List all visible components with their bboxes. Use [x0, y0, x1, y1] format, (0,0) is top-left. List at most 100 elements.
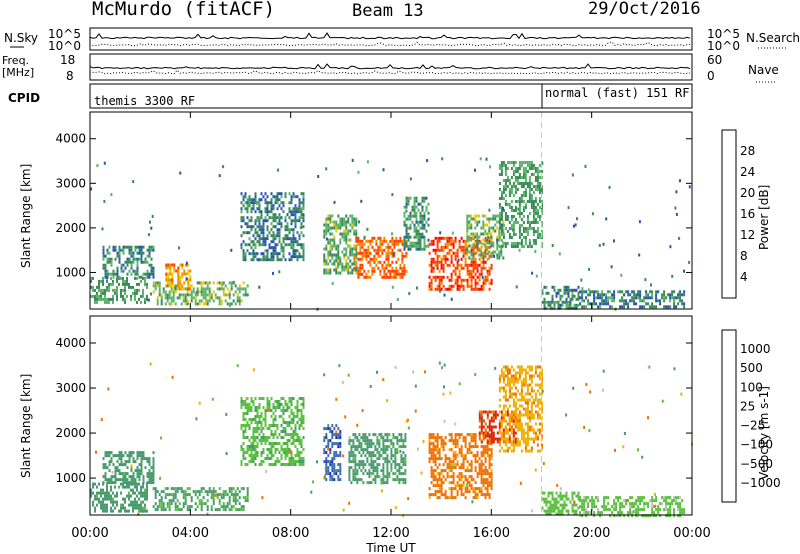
velocity-echo-cell	[250, 397, 253, 400]
power-echo-cell	[166, 296, 169, 300]
velocity-echo-cell	[440, 481, 443, 485]
power-echo-cell	[156, 296, 159, 300]
power-echo-cell	[532, 212, 535, 215]
power-echo-cell	[510, 227, 513, 230]
velocity-echo-cell	[490, 428, 493, 432]
power-echo-cell	[256, 207, 259, 211]
power-echo-cell	[367, 269, 370, 273]
power-echo-cell	[190, 284, 193, 288]
power-echo-cell	[470, 269, 473, 273]
power-echo-cell	[442, 245, 445, 249]
power-echo-cell	[174, 290, 177, 294]
power-echo-cell	[341, 220, 344, 224]
velocity-echo-cell	[486, 445, 489, 449]
power-echo-cell	[458, 284, 461, 288]
power-echo-cell	[165, 275, 168, 279]
velocity-echo-cell	[452, 439, 455, 443]
power-echo-cell	[536, 188, 539, 191]
power-echo-cell	[569, 303, 572, 307]
power-echo-cell	[148, 263, 151, 267]
velocity-echo-cell	[164, 508, 167, 512]
velocity-echo-cell	[460, 472, 463, 476]
velocity-echo-cell	[176, 490, 179, 494]
velocity-echo-cell	[170, 502, 173, 506]
power-echo-cell	[288, 243, 291, 247]
velocity-echo-cell	[242, 424, 245, 427]
velocity-echo-cell	[518, 416, 521, 420]
power-echo-cell	[323, 262, 326, 266]
power-echo-cell	[292, 207, 295, 211]
velocity-echo-cell	[222, 508, 225, 512]
power-echo-cell	[355, 223, 358, 227]
power-echo-cell	[222, 293, 225, 297]
power-echo-cell	[625, 302, 628, 306]
power-echo-cell	[508, 221, 511, 224]
power-echo-cell	[300, 222, 303, 226]
power-echo-cell	[250, 225, 253, 229]
power-echo-cell	[284, 243, 287, 247]
power-echo-cell	[260, 243, 263, 247]
velocity-echo-cell	[110, 475, 113, 479]
power-echo-cell	[335, 259, 338, 263]
power-echo-cell	[567, 294, 570, 298]
power-echo-cell	[138, 257, 141, 261]
velocity-echo-cell	[218, 508, 221, 512]
power-echo-cell	[367, 275, 370, 279]
power-scatter-cell	[357, 170, 360, 174]
power-echo-cell	[466, 284, 469, 288]
power-echo-cell	[516, 212, 519, 215]
power-echo-cell	[567, 303, 570, 307]
velocity-echo-cell	[337, 475, 340, 479]
power-echo-cell	[296, 231, 299, 235]
velocity-echo-cell	[450, 463, 453, 467]
velocity-echo-cell	[372, 463, 375, 467]
power-echo-cell	[169, 284, 172, 288]
power-echo-cell	[152, 290, 155, 294]
power-echo-cell	[363, 275, 366, 279]
velocity-echo-cell	[432, 484, 435, 488]
power-echo-cell	[339, 238, 342, 242]
velocity-echo-cell	[254, 448, 257, 451]
velocity-echo-cell	[270, 433, 273, 436]
power-echo-cell	[369, 263, 372, 267]
power-echo-cell	[355, 250, 358, 254]
power-echo-cell	[164, 293, 167, 297]
velocity-echo-cell	[270, 409, 273, 412]
power-echo-cell	[300, 246, 303, 250]
velocity-echo-cell	[286, 463, 289, 466]
power-echo-cell	[520, 182, 523, 185]
velocity-echo-cell	[200, 499, 203, 503]
velocity-echo-cell	[374, 469, 377, 473]
velocity-echo-cell	[478, 463, 481, 467]
power-echo-cell	[371, 245, 374, 249]
power-echo-cell	[547, 303, 550, 307]
velocity-echo-cell	[508, 392, 511, 396]
velocity-echo-cell	[286, 424, 289, 427]
velocity-echo-cell	[482, 481, 485, 485]
power-echo-cell	[541, 291, 544, 295]
power-echo-cell	[500, 209, 503, 212]
power-echo-cell	[645, 290, 648, 294]
power-echo-cell	[106, 251, 109, 255]
velocity-echo-cell	[354, 433, 357, 437]
velocity-echo-cell	[520, 422, 523, 426]
power-echo-cell	[343, 256, 346, 260]
velocity-echo-cell	[108, 478, 111, 482]
velocity-echo-cell	[374, 454, 377, 458]
power-echo-cell	[565, 300, 568, 304]
velocity-echo-cell	[436, 433, 439, 437]
power-echo-cell	[290, 201, 293, 205]
power-echo-cell	[553, 306, 556, 310]
velocity-echo-cell	[176, 499, 179, 503]
power-echo-cell	[532, 164, 535, 167]
power-echo-cell	[254, 243, 257, 247]
power-echo-cell	[647, 302, 650, 306]
velocity-echo-cell	[522, 431, 525, 435]
power-echo-cell	[363, 269, 366, 273]
power-echo-cell	[389, 272, 392, 276]
power-echo-cell	[244, 231, 247, 235]
velocity-echo-cell	[440, 472, 443, 476]
power-echo-cell	[488, 226, 491, 230]
velocity-echo-cell	[288, 463, 291, 466]
velocity-echo-cell	[280, 436, 283, 439]
